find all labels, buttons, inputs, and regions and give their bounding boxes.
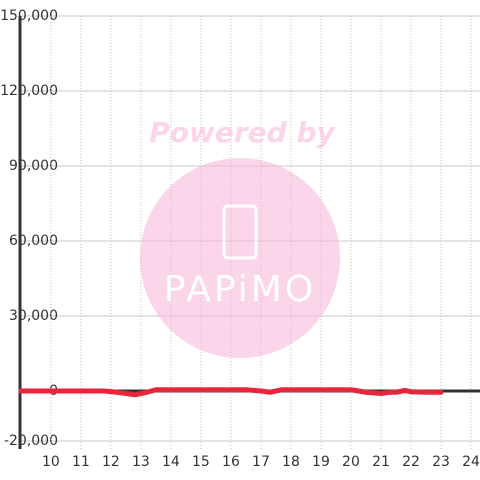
x-tick-label: 14 <box>162 454 180 470</box>
x-tick-label: 11 <box>72 454 90 470</box>
x-tick-label: 20 <box>342 454 360 470</box>
watermark-text: Powered by <box>149 116 336 149</box>
y-tick-label: -20,000 <box>4 433 58 449</box>
grid-layer: -20,000030,00060,00090,000120,000150,000… <box>0 8 480 470</box>
x-tick-label: 15 <box>192 454 210 470</box>
x-tick-label: 24 <box>462 454 480 470</box>
x-tick-label: 12 <box>102 454 120 470</box>
x-tick-label: 21 <box>372 454 390 470</box>
watermark: Powered by PAPiMO <box>140 116 340 358</box>
x-tick-label: 13 <box>132 454 150 470</box>
x-tick-label: 10 <box>42 454 60 470</box>
x-tick-label: 22 <box>402 454 420 470</box>
y-tick-label: 120,000 <box>0 83 58 99</box>
x-tick-label: 18 <box>282 454 300 470</box>
x-tick-label: 17 <box>252 454 270 470</box>
y-tick-label: 150,000 <box>0 8 58 24</box>
watermark-phone <box>222 204 258 260</box>
marks-layer <box>18 387 444 398</box>
x-tick-label: 16 <box>222 454 240 470</box>
x-tick-label: 23 <box>432 454 450 470</box>
data-line <box>18 387 444 398</box>
x-tick-label: 19 <box>312 454 330 470</box>
watermark-logo: PAPiMO <box>164 269 316 310</box>
